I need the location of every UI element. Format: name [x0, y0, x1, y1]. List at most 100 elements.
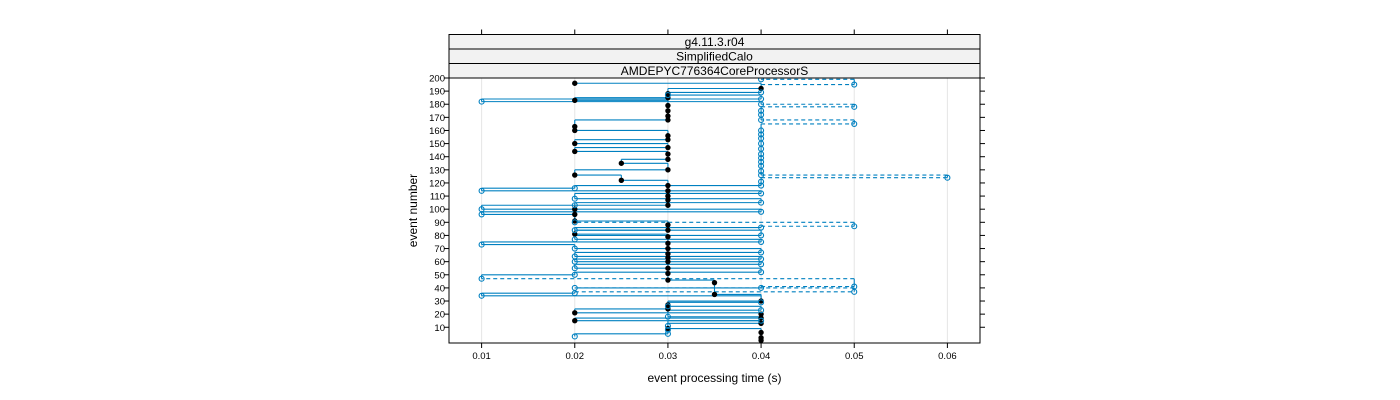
point-filled [665, 156, 671, 163]
point-filled [665, 151, 671, 157]
y-tick-label: 130 [429, 165, 445, 176]
point-open [758, 182, 765, 189]
point-open [758, 317, 765, 324]
y-tick-label: 70 [434, 244, 445, 255]
point-filled [572, 172, 578, 178]
point-open [758, 178, 765, 185]
point-open [664, 313, 671, 320]
point-open [758, 255, 765, 263]
point-filled [758, 329, 764, 336]
point-open [571, 333, 578, 340]
y-tick-label: 40 [434, 283, 445, 294]
point-filled [665, 144, 671, 151]
y-tick-label: 30 [434, 297, 445, 308]
point-open [571, 195, 578, 202]
point-open [758, 158, 765, 166]
point-open [758, 232, 765, 239]
point-filled [665, 102, 671, 109]
strip-headers: g4.11.3.r04SimplifiedCaloAMDEPYC776364Co… [448, 34, 981, 79]
point-filled [572, 123, 578, 130]
point-filled [665, 182, 671, 189]
plot-panel [448, 77, 981, 344]
point-filled [665, 108, 671, 114]
point-open [571, 284, 578, 291]
point-filled [665, 227, 671, 233]
point-open [758, 208, 765, 215]
point-filled [618, 160, 625, 166]
point-open [758, 135, 765, 142]
point-filled [665, 240, 671, 246]
point-open [758, 131, 765, 138]
point-open [571, 219, 578, 226]
x-tick-label: 0.04 [752, 351, 771, 362]
point-open [851, 283, 858, 290]
x-tick-label: 0.05 [845, 351, 864, 362]
y-tick-label: 170 [429, 113, 445, 124]
y-axis: 10 20 30 40 50 60 70 80 90 100 110 120 130 140 150 160 1… [429, 74, 985, 334]
point-open [664, 330, 671, 337]
point-filled [665, 251, 671, 257]
point-filled [665, 133, 671, 139]
x-axis: 0.01 0.02 0.03 0.04 0.05 0.06 [472, 29, 957, 362]
point-open [571, 265, 578, 272]
point-open [571, 253, 578, 260]
point-open [758, 284, 765, 291]
point-open [758, 154, 765, 162]
point-open [758, 224, 765, 231]
point-filled [711, 291, 718, 298]
point-filled [665, 188, 671, 194]
point-filled [572, 97, 578, 104]
strip-label: AMDEPYC776364CoreProcessorS [621, 64, 808, 78]
y-tick-label: 190 [429, 87, 445, 98]
point-open [571, 227, 578, 234]
point-filled [572, 211, 578, 218]
y-tick-label: 50 [434, 270, 445, 281]
point-open [478, 275, 485, 282]
point-filled [572, 317, 578, 324]
grid-lines [481, 78, 948, 343]
x-tick-label: 0.03 [659, 351, 678, 362]
point-open [851, 81, 858, 88]
point-open [478, 98, 485, 105]
point-filled [572, 310, 578, 316]
point-open [851, 103, 858, 110]
point-open [944, 174, 951, 181]
point-open [571, 236, 578, 243]
point-open [571, 245, 578, 252]
point-open [664, 322, 671, 329]
point-open [478, 292, 485, 299]
y-tick-label: 200 [429, 74, 445, 85]
point-open [664, 326, 671, 333]
point-filled [665, 245, 671, 252]
strip-label: g4.11.3.r04 [685, 35, 745, 49]
x-tick-label: 0.02 [566, 351, 585, 362]
y-tick-label: 120 [429, 178, 445, 189]
strip-label: SimplifiedCalo [676, 50, 753, 64]
point-filled [665, 222, 671, 228]
x-tick-label: 0.06 [938, 351, 957, 362]
point-open [758, 190, 765, 197]
point-filled [665, 202, 671, 208]
y-tick-label: 180 [429, 100, 445, 111]
point-open [758, 172, 765, 179]
y-tick-label: 150 [429, 139, 445, 150]
x-tick-label: 0.01 [472, 351, 491, 362]
point-filled [665, 113, 671, 119]
point-open [758, 249, 765, 256]
point-open [758, 199, 765, 206]
point-filled [665, 277, 671, 283]
point-filled [665, 167, 671, 173]
point-open [758, 269, 765, 276]
point-open [758, 299, 765, 306]
point-open [758, 238, 765, 246]
point-open [571, 185, 578, 192]
y-tick-label: 160 [429, 126, 445, 137]
y-tick-label: 20 [434, 310, 445, 321]
point-open [478, 187, 485, 194]
point-open [571, 271, 578, 278]
point-filled [572, 140, 578, 147]
y-tick-label: 140 [429, 152, 445, 163]
point-filled [665, 193, 671, 199]
point-filled [665, 265, 671, 271]
connector-lines [481, 78, 948, 341]
